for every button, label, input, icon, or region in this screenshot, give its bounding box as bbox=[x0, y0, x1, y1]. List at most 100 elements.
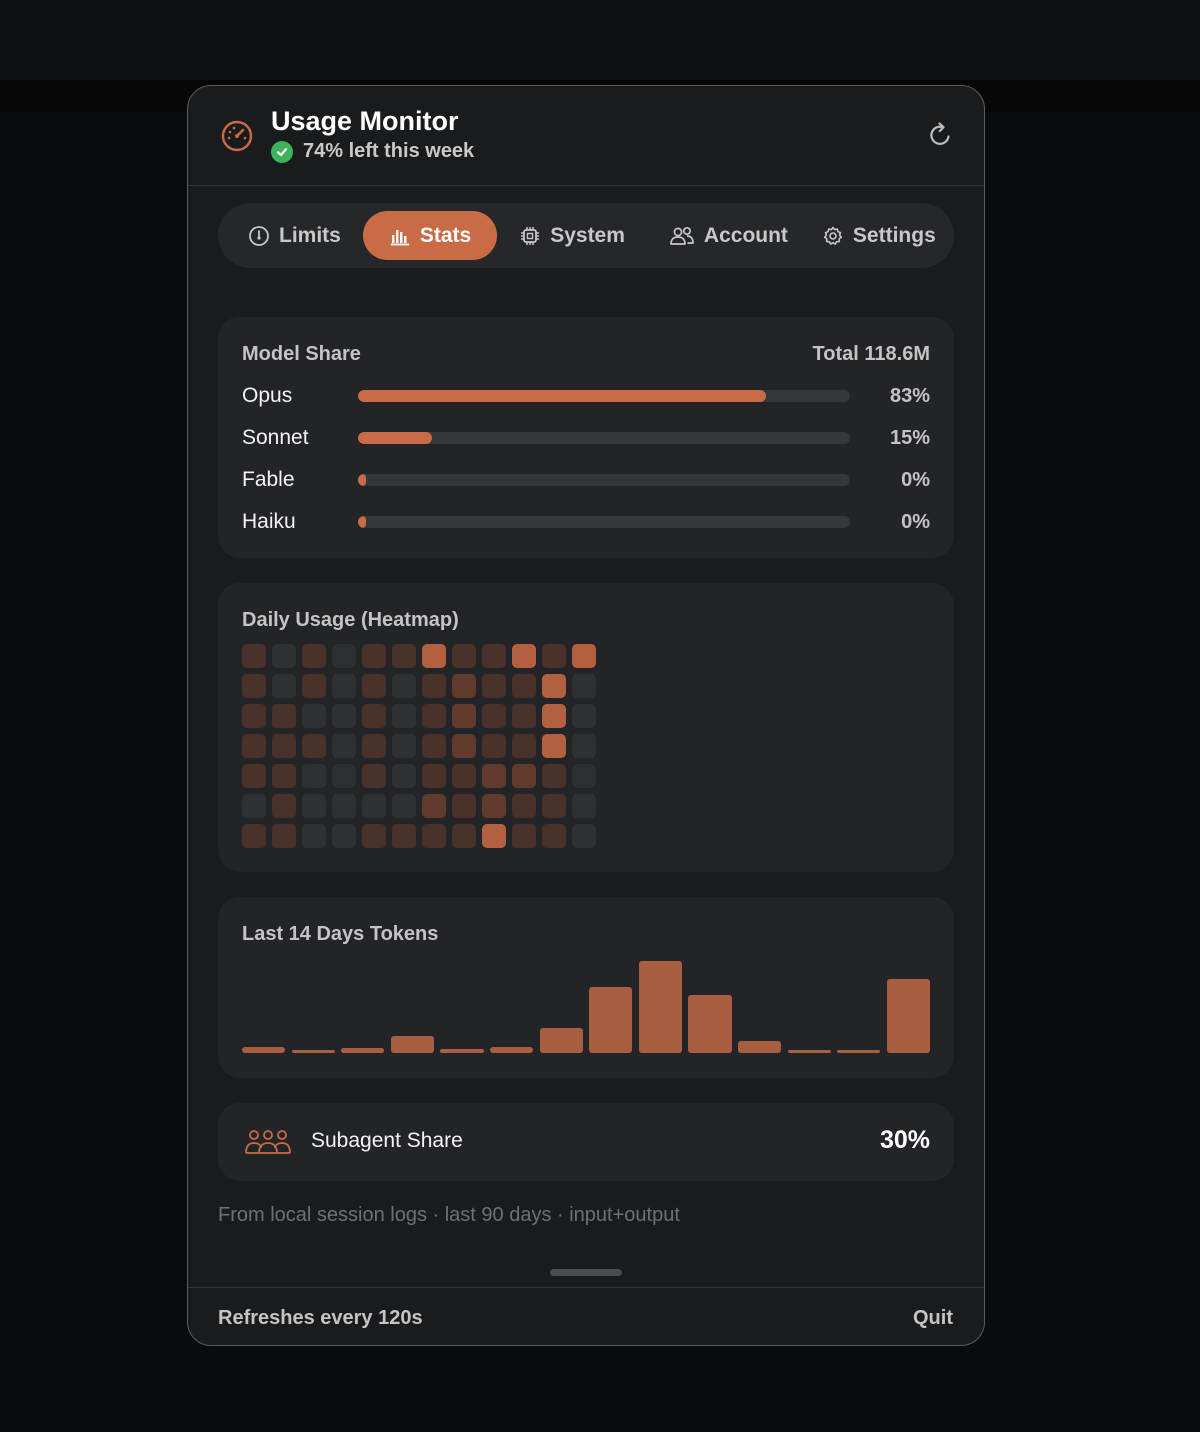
heatmap-cell bbox=[512, 674, 536, 698]
tab-system[interactable]: System bbox=[497, 211, 647, 260]
heatmap-cell bbox=[392, 704, 416, 728]
model-share-track bbox=[358, 516, 850, 528]
heatmap-cell bbox=[242, 734, 266, 758]
subagent-label: Subagent Share bbox=[311, 1129, 463, 1152]
tokens-card: Last 14 Days Tokens bbox=[218, 897, 954, 1078]
heatmap-cell bbox=[362, 794, 386, 818]
gauge-icon bbox=[249, 225, 269, 246]
heatmap-cell bbox=[272, 764, 296, 788]
heatmap-cell bbox=[572, 794, 596, 818]
tab-limits[interactable]: Limits bbox=[226, 211, 363, 260]
heatmap-cell bbox=[332, 764, 356, 788]
heatmap-cell bbox=[512, 764, 536, 788]
header: Usage Monitor 74% left this week bbox=[188, 86, 984, 186]
usage-monitor-panel: Usage Monitor 74% left this week Limits bbox=[187, 85, 985, 1346]
refresh-icon[interactable] bbox=[924, 119, 956, 151]
heatmap-cell bbox=[302, 794, 326, 818]
heatmap-cell bbox=[242, 674, 266, 698]
heatmap-cell bbox=[542, 674, 566, 698]
model-share-fill bbox=[358, 390, 767, 402]
heatmap-cell bbox=[362, 734, 386, 758]
model-share-fill bbox=[358, 516, 366, 528]
model-share-total: Total 118.6M bbox=[812, 343, 930, 365]
heatmap-cell bbox=[572, 764, 596, 788]
model-row-haiku: Haiku 0% bbox=[242, 509, 930, 535]
weekly-status: 74% left this week bbox=[271, 140, 474, 163]
model-label: Fable bbox=[242, 468, 295, 491]
subagent-card: Subagent Share 30% bbox=[218, 1103, 954, 1181]
tab-label: Settings bbox=[852, 223, 936, 247]
heatmap-cell bbox=[332, 794, 356, 818]
heatmap-cell bbox=[302, 704, 326, 728]
token-bar bbox=[787, 1050, 831, 1053]
heatmap-cell bbox=[332, 734, 356, 758]
model-percent: 0% bbox=[901, 469, 930, 491]
tab-bar: Limits Stats System bbox=[218, 203, 954, 268]
model-share-fill bbox=[358, 474, 366, 486]
heatmap-cell bbox=[392, 794, 416, 818]
heatmap-cell bbox=[422, 794, 446, 818]
heatmap-cell bbox=[452, 824, 476, 848]
heatmap-cell bbox=[302, 674, 326, 698]
token-bar bbox=[539, 1028, 583, 1053]
heatmap-cell bbox=[452, 794, 476, 818]
heatmap-cell bbox=[542, 824, 566, 848]
token-bar bbox=[886, 979, 930, 1053]
quit-button[interactable]: Quit bbox=[913, 1307, 953, 1329]
heatmap-cell bbox=[272, 644, 296, 668]
heatmap-cell bbox=[332, 674, 356, 698]
model-share-track bbox=[358, 432, 850, 444]
heatmap-cell bbox=[332, 824, 356, 848]
heatmap-cell bbox=[542, 764, 566, 788]
heatmap-cell bbox=[512, 704, 536, 728]
footer: Refreshes every 120s Quit bbox=[188, 1287, 984, 1345]
model-percent: 15% bbox=[889, 427, 930, 449]
model-row-fable: Fable 0% bbox=[242, 467, 930, 493]
heatmap-cell bbox=[362, 764, 386, 788]
model-percent: 83% bbox=[889, 385, 930, 407]
heatmap-cell bbox=[272, 734, 296, 758]
heatmap-cell bbox=[332, 644, 356, 668]
token-bar bbox=[390, 1036, 434, 1053]
tab-settings[interactable]: Settings bbox=[810, 211, 946, 260]
heatmap-cell bbox=[542, 644, 566, 668]
heatmap-cell bbox=[452, 644, 476, 668]
tokens-bar-chart bbox=[242, 953, 930, 1053]
heatmap-cell bbox=[512, 824, 536, 848]
tab-account[interactable]: Account bbox=[647, 211, 810, 260]
heatmap-cell bbox=[362, 674, 386, 698]
heatmap-cell bbox=[242, 764, 266, 788]
heatmap-cell bbox=[452, 764, 476, 788]
app-title: Usage Monitor bbox=[271, 106, 459, 136]
heatmap-cell bbox=[422, 704, 446, 728]
tab-stats[interactable]: Stats bbox=[362, 211, 498, 260]
token-bar bbox=[738, 1041, 782, 1053]
tab-label: Stats bbox=[419, 223, 472, 247]
token-bar bbox=[837, 1050, 881, 1053]
heatmap-cell bbox=[242, 794, 266, 818]
resize-handle[interactable] bbox=[550, 1269, 622, 1276]
data-source-note: From local session logs · last 90 days ·… bbox=[218, 1204, 680, 1226]
heatmap-cell bbox=[572, 704, 596, 728]
tab-label: Limits bbox=[279, 223, 341, 247]
heatmap-cell bbox=[452, 674, 476, 698]
token-bar bbox=[242, 1047, 286, 1053]
model-share-track bbox=[358, 390, 850, 402]
heatmap-cell bbox=[272, 674, 296, 698]
heatmap-cell bbox=[482, 824, 506, 848]
heatmap-cell bbox=[392, 644, 416, 668]
status-text: 74% left this week bbox=[303, 140, 475, 162]
gear-icon bbox=[823, 226, 843, 245]
model-label: Opus bbox=[242, 384, 293, 407]
heatmap-cell bbox=[512, 644, 536, 668]
token-bar bbox=[688, 995, 732, 1053]
heatmap-cell bbox=[422, 674, 446, 698]
heatmap-cell bbox=[572, 734, 596, 758]
heatmap-cell bbox=[362, 644, 386, 668]
heatmap-cell bbox=[482, 674, 506, 698]
heatmap-cell bbox=[302, 644, 326, 668]
heatmap-cell bbox=[422, 764, 446, 788]
check-circle-icon bbox=[271, 140, 293, 163]
heatmap-cell bbox=[482, 734, 506, 758]
users-icon bbox=[670, 226, 694, 245]
